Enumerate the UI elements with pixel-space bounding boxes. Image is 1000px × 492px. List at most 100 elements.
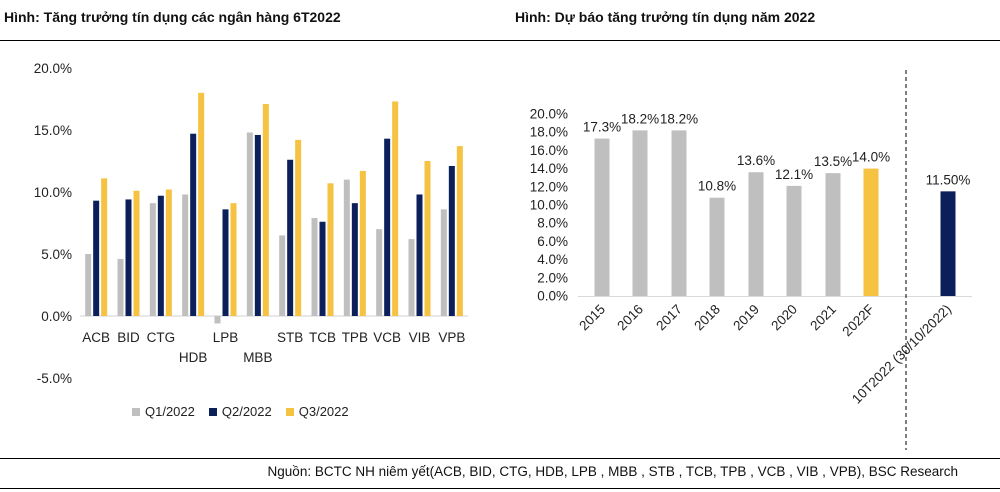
data-label: 14.0% (852, 150, 890, 165)
bar-bid-q1 (117, 258, 124, 316)
x-tick-label: TCB (309, 330, 336, 345)
source-bottom-rule (0, 488, 1000, 489)
top-rule (0, 40, 1000, 41)
y-tick-label: 20.0% (530, 107, 568, 122)
bar-hdb-q3 (198, 92, 205, 316)
x-tick-label: 2017 (653, 302, 685, 334)
x-tick-label: 2018 (691, 302, 723, 334)
bar-tpb-q2 (351, 203, 358, 316)
x-tick-label: 2021 (807, 302, 839, 334)
x-tick-label: BID (117, 330, 140, 345)
bar-bid-q3 (133, 190, 140, 316)
bar-stb-q3 (295, 139, 302, 316)
x-tick-label: VIB (409, 330, 431, 345)
bar-mbb-q3 (262, 103, 269, 317)
x-tick-label: LPB (213, 330, 239, 345)
bar-2022f (863, 168, 879, 296)
x-tick-label: MBB (243, 350, 272, 365)
legend-label-q2: Q2/2022 (221, 404, 272, 419)
data-label: 11.50% (926, 172, 971, 187)
bar-vpb-q1 (440, 209, 447, 316)
x-tick-label: ACB (82, 330, 110, 345)
y-tick-label: 0.0% (537, 289, 568, 304)
x-tick-label: STB (277, 330, 303, 345)
bar-hdb-q2 (190, 133, 197, 316)
y-tick-label: 20.0% (34, 61, 72, 76)
y-tick-label: 16.0% (530, 143, 568, 158)
y-tick-label: 6.0% (537, 234, 568, 249)
bar-2017 (671, 130, 687, 296)
legend-item-q1: Q1/2022 (132, 404, 195, 419)
data-label: 12.1% (775, 167, 813, 182)
x-tick-label: 2016 (614, 302, 646, 334)
bar-stb-q1 (279, 235, 286, 316)
bar-acb-q2 (93, 200, 100, 316)
legend-label-q3: Q3/2022 (298, 404, 349, 419)
legend-swatch-q3 (285, 407, 294, 416)
x-tick-label: 2020 (768, 302, 800, 334)
x-tick-label: 2022F (839, 302, 877, 340)
y-tick-label: 14.0% (530, 161, 568, 176)
y-tick-label: 2.0% (537, 270, 568, 285)
x-tick-label: VCB (373, 330, 401, 345)
x-tick-label: CTG (147, 330, 176, 345)
bar-tpb-q3 (359, 170, 366, 316)
y-tick-label: 15.0% (34, 123, 72, 138)
y-tick-label: 0.0% (41, 309, 72, 324)
y-tick-label: 5.0% (41, 247, 72, 262)
bar-ctg-q3 (165, 189, 172, 316)
bar-2018 (709, 197, 725, 296)
bar-acb-q1 (85, 254, 92, 316)
bar-tcb-q1 (311, 218, 318, 316)
bar-vcb-q1 (376, 229, 383, 316)
bar-tcb-q3 (327, 183, 334, 316)
y-tick-label: 8.0% (537, 216, 568, 231)
bar-vib-q1 (408, 239, 415, 316)
bar-tcb-q2 (319, 221, 326, 316)
x-tick-label: 2015 (576, 302, 608, 334)
data-label: 13.6% (737, 153, 775, 168)
y-tick-label: 18.0% (530, 125, 568, 140)
bar-vcb-q2 (384, 138, 391, 316)
legend-swatch-q1 (132, 407, 140, 416)
data-label: 13.5% (814, 154, 852, 169)
x-tick-label: VPB (438, 330, 465, 345)
bar-lpb-q1 (214, 316, 221, 324)
bar-lpb-q2 (222, 209, 229, 316)
y-tick-label: 4.0% (537, 252, 568, 267)
bar-vib-q2 (416, 194, 423, 316)
bar-hdb-q1 (182, 194, 189, 316)
x-tick-label: 2019 (730, 302, 762, 334)
bar-2016 (632, 130, 648, 296)
bar-2020 (786, 185, 802, 296)
y-tick-label: 12.0% (530, 179, 568, 194)
bar-acb-q3 (101, 178, 108, 316)
data-label: 10.8% (698, 179, 736, 194)
bar-mbb-q1 (246, 132, 253, 316)
bar-ctg-q2 (157, 195, 164, 316)
legend-item-q3: Q3/2022 (285, 404, 349, 419)
legend-label-q1: Q1/2022 (145, 404, 195, 419)
data-label: 17.3% (583, 120, 621, 135)
legend-swatch-q2 (208, 407, 217, 416)
data-label: 18.2% (660, 111, 698, 126)
bar-bid-q2 (125, 199, 132, 316)
left-chart-legend: Q1/2022 Q2/2022 Q3/2022 (132, 404, 349, 419)
bank-credit-growth-chart: 20.0% 15.0% 10.0% 5.0% 0.0% -5.0% ACB BID CTGHDB… (34, 61, 468, 386)
bar-tpb-q1 (343, 179, 350, 316)
source-note: Nguồn: BCTC NH niêm yết(ACB, BID, CTG, H… (267, 464, 958, 479)
right-chart-title: Hình: Dự báo tăng trưởng tín dụng năm 20… (515, 9, 816, 25)
x-tick-label: HDB (179, 350, 208, 365)
bar-vcb-q3 (392, 101, 399, 316)
y-tick-label: 10.0% (34, 185, 72, 200)
bar-2015 (594, 138, 610, 296)
source-top-rule (0, 458, 1000, 459)
bar-lpb-q3 (230, 203, 237, 316)
y-tick-label: 10.0% (530, 198, 568, 213)
bar-vpb-q2 (448, 165, 455, 316)
bar-vib-q3 (424, 161, 431, 316)
y-tick-label: -5.0% (37, 371, 72, 386)
bar-mbb-q2 (254, 134, 261, 316)
bar-vpb-q3 (456, 146, 463, 316)
x-tick-label: TPB (342, 330, 368, 345)
